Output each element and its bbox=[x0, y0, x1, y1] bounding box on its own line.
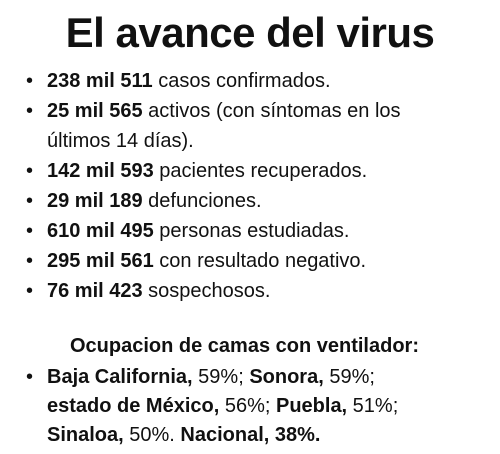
stats-list: • 238 mil 511 casos confirmados. • 25 mil … bbox=[0, 66, 500, 306]
occupancy-line: estado de México, 56%; Puebla, 51%; bbox=[0, 392, 500, 421]
stat-text: casos confirmados. bbox=[152, 70, 331, 92]
occupancy-list-item: • Baja California, 59%; Sonora, 59%; est… bbox=[0, 363, 500, 450]
stat-text-continued: últimos 14 días). bbox=[47, 130, 194, 152]
bullet-icon: • bbox=[26, 160, 34, 182]
stat-number: 29 mil 189 bbox=[47, 190, 143, 212]
list-item: • 610 mil 495 personas estudiadas. bbox=[0, 216, 500, 246]
state-name: Puebla, bbox=[275, 395, 348, 417]
list-item: • 29 mil 189 defunciones. bbox=[0, 186, 500, 216]
stat-text: pacientes recuperados. bbox=[153, 160, 368, 182]
bullet-icon: • bbox=[26, 100, 34, 122]
state-name: Sonora, bbox=[249, 366, 324, 388]
page-title: El avance del virus bbox=[65, 9, 435, 56]
bullet-icon: • bbox=[26, 220, 34, 242]
bullet-icon: • bbox=[26, 280, 34, 302]
state-name: Baja California, bbox=[47, 366, 193, 388]
occupancy-heading: Ocupacion de camas con ventilador: bbox=[70, 335, 419, 357]
list-item: • 238 mil 511 casos confirmados. bbox=[0, 66, 500, 96]
state-value: 50%. bbox=[123, 424, 181, 446]
occupancy-line: Sinaloa, 50%. Nacional, 38%. bbox=[0, 421, 500, 450]
stat-text: personas estudiadas. bbox=[153, 220, 350, 242]
stat-number: 610 mil 495 bbox=[47, 220, 154, 242]
list-item: • 295 mil 561 con resultado negativo. bbox=[0, 246, 500, 276]
stat-number: 295 mil 561 bbox=[47, 250, 154, 272]
stat-text: con resultado negativo. bbox=[153, 250, 367, 272]
state-name: estado de México, bbox=[47, 395, 220, 417]
stat-number: 76 mil 423 bbox=[47, 280, 143, 302]
state-value: 59%; bbox=[323, 366, 375, 388]
national-total: Nacional, 38%. bbox=[180, 424, 321, 446]
state-name: Sinaloa, bbox=[47, 424, 124, 446]
bullet-icon: • bbox=[26, 250, 34, 272]
stat-text: defunciones. bbox=[142, 190, 262, 212]
stat-number: 142 mil 593 bbox=[47, 160, 154, 182]
state-value: 56%; bbox=[219, 395, 276, 417]
bullet-icon: • bbox=[26, 70, 34, 92]
state-value: 51%; bbox=[347, 395, 399, 417]
bullet-icon: • bbox=[26, 190, 34, 212]
stat-text: sospechosos. bbox=[142, 280, 271, 302]
state-value: 59%; bbox=[192, 366, 250, 388]
stat-number: 25 mil 565 bbox=[47, 100, 143, 122]
bullet-icon: • bbox=[26, 366, 34, 388]
occupancy-line: Baja California, 59%; Sonora, 59%; bbox=[0, 363, 500, 392]
stat-text: activos (con síntomas en los bbox=[142, 100, 401, 122]
list-item: • 142 mil 593 pacientes recuperados. bbox=[0, 156, 500, 186]
list-item: • 76 mil 423 sospechosos. bbox=[0, 276, 500, 306]
list-item: • 25 mil 565 activos (con síntomas en los… bbox=[0, 96, 500, 156]
stat-number: 238 mil 511 bbox=[47, 70, 153, 92]
